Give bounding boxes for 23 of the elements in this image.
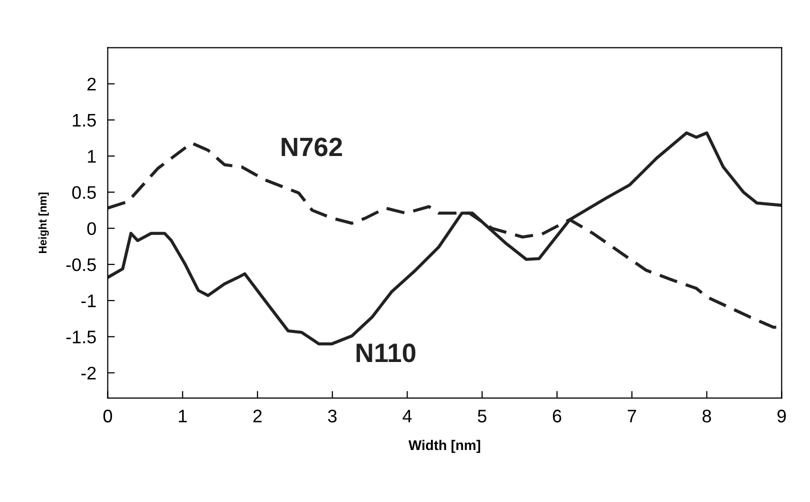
y-axis-title: Height [nm]	[38, 192, 49, 254]
x-tick-label: 3	[328, 410, 337, 422]
y-tick-label: 0.5	[72, 186, 96, 199]
y-tick-label: 1	[88, 150, 96, 163]
x-tick-label: 9	[777, 410, 786, 422]
x-axis-title: Width [nm]	[408, 440, 480, 453]
x-tick-label: 7	[628, 410, 636, 422]
x-tick-label: 8	[702, 410, 712, 422]
y-tick-label: -1	[81, 294, 96, 308]
series-label: N110	[356, 344, 416, 362]
y-tick-label: 0	[87, 222, 96, 236]
y-tick-label: -1.5	[66, 330, 96, 344]
y-tick-label: -0.5	[66, 258, 96, 272]
y-tick-label: 1.5	[72, 114, 96, 127]
x-tick-label: 6	[552, 410, 562, 422]
x-tick-label: 4	[402, 410, 412, 422]
x-tick-label: 1	[178, 410, 187, 422]
x-tick-label: 2	[253, 410, 262, 422]
series-label: N762	[282, 138, 342, 156]
x-tick-label: 5	[478, 410, 486, 422]
x-tick-label: 0	[103, 410, 112, 422]
y-tick-label: -2	[81, 366, 96, 380]
y-tick-label: 2	[87, 78, 96, 90]
